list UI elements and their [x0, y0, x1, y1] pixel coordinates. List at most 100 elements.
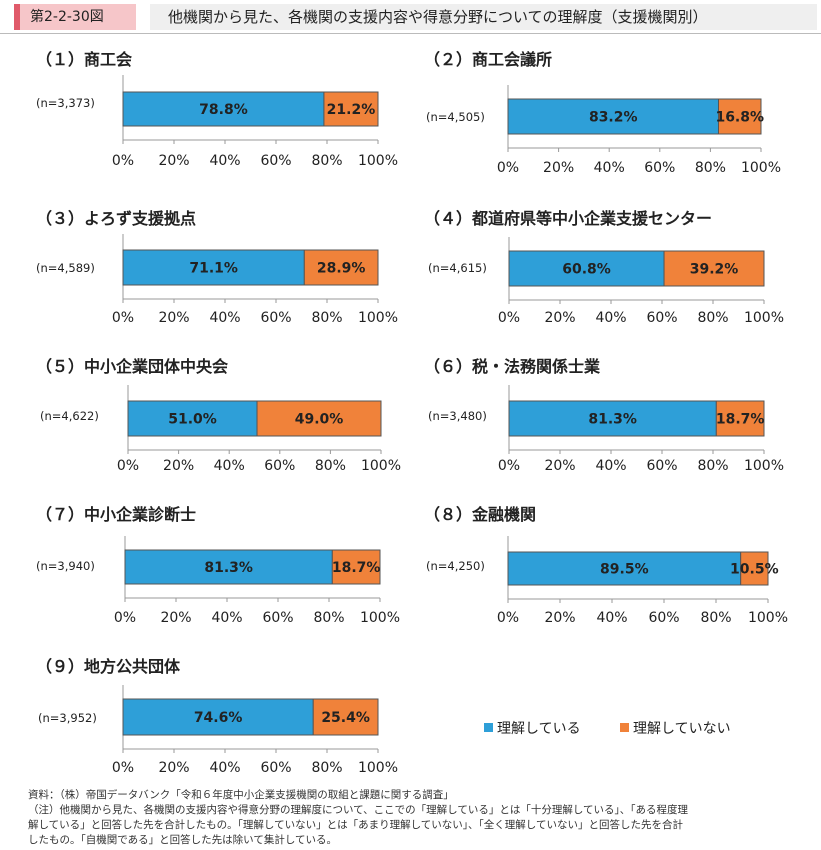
sample-size-label: (n=4,615)	[428, 261, 487, 275]
x-tick-label: 60%	[646, 458, 677, 474]
x-tick-label: 100%	[358, 760, 398, 776]
source-note: 資料：（株）帝国データバンク「令和６年度中小企業支援機関の取組と課題に関する調査…	[28, 789, 454, 801]
x-tick-label: 100%	[361, 458, 401, 474]
chart-title: （６）税・法務関係士業	[424, 357, 601, 376]
x-tick-label: 40%	[209, 153, 240, 169]
note-line-2: 解している」と回答した先を合計したもの。「理解していない」とは「あまり理解してい…	[28, 819, 683, 831]
legend-label-not-understand: 理解していない	[633, 721, 731, 737]
bar-segment-understand	[122, 249, 305, 286]
legend-swatch-understand	[484, 723, 493, 732]
data-label-understand: 78.8%	[199, 102, 248, 118]
data-label-understand: 89.5%	[600, 562, 649, 578]
x-tick-label: 40%	[594, 160, 625, 176]
x-tick-label: 60%	[260, 153, 291, 169]
note-line-1: （注）他機関から見た、各機関の支援内容や得意分野の理解度について、ここでの「理解…	[28, 804, 689, 816]
x-tick-label: 0%	[498, 458, 520, 474]
x-tick-label: 100%	[360, 610, 400, 626]
x-tick-label: 40%	[595, 310, 626, 326]
bar-segment-not-understand	[717, 98, 762, 135]
x-tick-label: 100%	[358, 153, 398, 169]
data-label-not-understand: 49.0%	[295, 412, 344, 428]
notes: 資料：（株）帝国データバンク「令和６年度中小企業支援機関の取組と課題に関する調査…	[28, 788, 808, 848]
sample-size-label: (n=3,480)	[428, 409, 487, 423]
data-label-understand: 81.3%	[588, 412, 637, 428]
sample-size-label: (n=4,589)	[36, 261, 95, 275]
data-label-not-understand: 28.9%	[317, 261, 366, 277]
legend-item-not-understand: 理解していない	[620, 718, 731, 738]
x-tick-label: 100%	[748, 610, 788, 626]
x-tick-label: 20%	[158, 760, 189, 776]
bar-segment-understand	[122, 698, 314, 736]
data-label-not-understand: 18.7%	[716, 412, 765, 428]
note-line-3: したもの。「自機関である」と回答した先は除いて集計している。	[28, 834, 338, 846]
x-tick-label: 40%	[211, 610, 242, 626]
x-tick-label: 20%	[160, 610, 191, 626]
data-label-understand: 71.1%	[189, 261, 238, 277]
x-tick-label: 20%	[544, 310, 575, 326]
x-tick-label: 20%	[163, 458, 194, 474]
bar-segment-understand	[508, 400, 717, 437]
x-tick-label: 80%	[313, 610, 344, 626]
x-tick-label: 60%	[648, 610, 679, 626]
bar-segment-understand	[507, 551, 742, 586]
sample-size-label: (n=3,952)	[38, 711, 97, 725]
x-tick-label: 40%	[209, 760, 240, 776]
x-tick-label: 100%	[741, 160, 781, 176]
bar-segment-not-understand	[740, 551, 769, 586]
x-tick-label: 80%	[700, 610, 731, 626]
data-label-understand: 83.2%	[589, 110, 638, 126]
x-tick-label: 100%	[744, 458, 784, 474]
x-tick-label: 0%	[497, 610, 519, 626]
x-tick-label: 0%	[117, 458, 139, 474]
bar-segment-understand	[508, 250, 665, 287]
x-tick-label: 0%	[112, 760, 134, 776]
data-label-not-understand: 25.4%	[321, 710, 370, 726]
x-tick-label: 20%	[544, 610, 575, 626]
header-divider	[0, 33, 821, 34]
sample-size-label: (n=4,250)	[426, 559, 485, 573]
x-tick-label: 100%	[358, 310, 398, 326]
data-label-understand: 51.0%	[168, 412, 217, 428]
bar-segment-not-understand	[312, 698, 379, 736]
figure-label: 第2-2-30図	[14, 4, 136, 30]
x-tick-label: 0%	[112, 310, 134, 326]
x-tick-label: 40%	[596, 610, 627, 626]
x-tick-label: 0%	[497, 160, 519, 176]
x-tick-label: 80%	[697, 458, 728, 474]
bar-segment-understand	[124, 549, 333, 585]
x-tick-label: 40%	[595, 458, 626, 474]
x-tick-label: 80%	[695, 160, 726, 176]
x-tick-label: 60%	[646, 310, 677, 326]
x-tick-label: 20%	[543, 160, 574, 176]
x-tick-label: 80%	[311, 310, 342, 326]
x-tick-label: 80%	[311, 153, 342, 169]
data-label-not-understand: 10.5%	[730, 562, 779, 578]
chart-title: （８）金融機関	[424, 505, 536, 524]
bar-segment-not-understand	[331, 549, 381, 585]
chart-title: （４）都道府県等中小企業支援センター	[424, 209, 712, 228]
bar-segment-not-understand	[663, 250, 765, 287]
x-tick-label: 40%	[214, 458, 245, 474]
sample-size-label: (n=3,373)	[36, 96, 95, 110]
x-tick-label: 60%	[260, 310, 291, 326]
bar-segment-not-understand	[303, 249, 379, 286]
data-label-not-understand: 18.7%	[332, 560, 381, 576]
bar-segment-not-understand	[256, 400, 382, 437]
chart-title: （３）よろず支援拠点	[36, 209, 196, 228]
sample-size-label: (n=4,505)	[426, 110, 485, 124]
legend-label-understand: 理解している	[497, 721, 581, 737]
x-tick-label: 60%	[264, 458, 295, 474]
x-tick-label: 100%	[744, 310, 784, 326]
x-tick-label: 80%	[311, 760, 342, 776]
x-tick-label: 0%	[112, 153, 134, 169]
data-label-not-understand: 16.8%	[715, 110, 764, 126]
figure-title: 他機関から見た、各機関の支援内容や得意分野についての理解度（支援機関別）	[150, 4, 817, 30]
x-tick-label: 60%	[262, 610, 293, 626]
bar-segment-understand	[127, 400, 258, 437]
data-label-understand: 74.6%	[194, 710, 243, 726]
sample-size-label: (n=4,622)	[40, 409, 99, 423]
legend-swatch-not-understand	[620, 723, 629, 732]
x-tick-label: 40%	[209, 310, 240, 326]
chart-title: （９）地方公共団体	[36, 657, 181, 676]
